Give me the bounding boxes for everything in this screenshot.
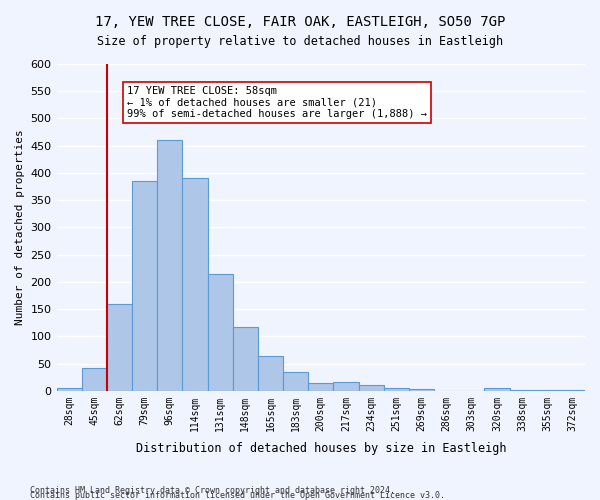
Bar [208, 274, 233, 391]
Bar [182, 178, 208, 391]
Text: Contains HM Land Registry data © Crown copyright and database right 2024.: Contains HM Land Registry data © Crown c… [30, 486, 395, 495]
Bar [383, 388, 409, 391]
Bar [560, 390, 585, 391]
Text: 17, YEW TREE CLOSE, FAIR OAK, EASTLEIGH, SO50 7GP: 17, YEW TREE CLOSE, FAIR OAK, EASTLEIGH,… [95, 15, 505, 29]
Text: Contains public sector information licensed under the Open Government Licence v3: Contains public sector information licen… [30, 491, 445, 500]
Bar [132, 181, 157, 391]
Bar [509, 390, 535, 391]
Bar [334, 382, 359, 391]
Bar [359, 385, 383, 391]
Text: 17 YEW TREE CLOSE: 58sqm
← 1% of detached houses are smaller (21)
99% of semi-de: 17 YEW TREE CLOSE: 58sqm ← 1% of detache… [127, 86, 427, 119]
Bar [535, 390, 560, 391]
Bar [258, 356, 283, 391]
Bar [283, 372, 308, 391]
Bar [56, 388, 82, 391]
Bar [409, 388, 434, 391]
Bar [233, 326, 258, 391]
X-axis label: Distribution of detached houses by size in Eastleigh: Distribution of detached houses by size … [136, 442, 506, 455]
Bar [308, 382, 334, 391]
Bar [82, 368, 107, 391]
Bar [157, 140, 182, 391]
Bar [107, 304, 132, 391]
Text: Size of property relative to detached houses in Eastleigh: Size of property relative to detached ho… [97, 35, 503, 48]
Bar [484, 388, 509, 391]
Y-axis label: Number of detached properties: Number of detached properties [15, 130, 25, 326]
